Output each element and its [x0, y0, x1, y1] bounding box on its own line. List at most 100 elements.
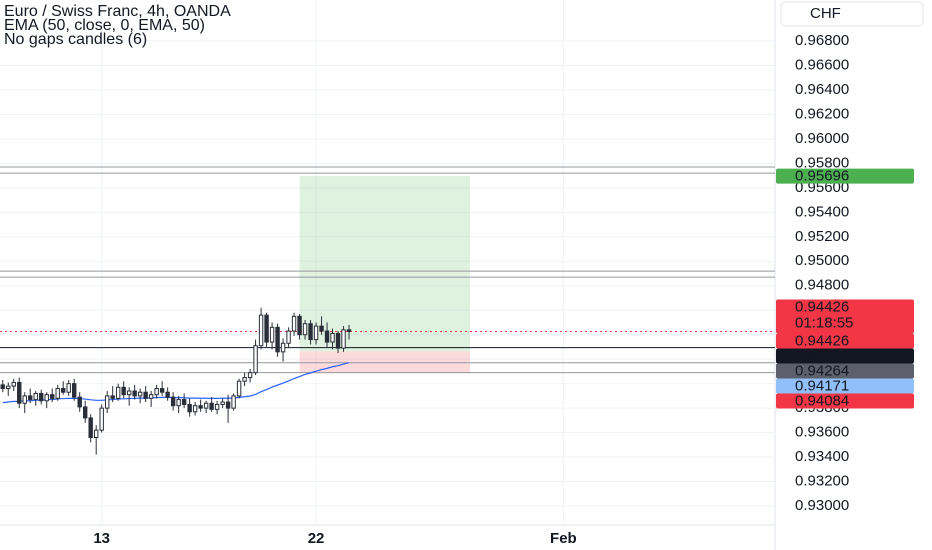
price-badge-label: 0.94426: [795, 332, 849, 349]
price-badge: [776, 299, 914, 334]
candle-body: [247, 372, 253, 379]
price-badge: [776, 363, 914, 379]
candle-body: [302, 323, 308, 336]
y-tick-label: 0.96000: [795, 130, 849, 147]
candle-body: [170, 396, 176, 407]
candle-body: [225, 401, 231, 409]
y-tick-label: 0.95200: [795, 228, 849, 245]
price-badge: [776, 348, 914, 364]
candle-body: [203, 402, 209, 409]
y-tick-label: 0.93200: [795, 473, 849, 490]
candle-body: [319, 325, 324, 332]
candle-body: [55, 388, 60, 399]
price-badge-label: 0.95696: [795, 168, 849, 185]
candle-body: [71, 383, 77, 398]
candle-body: [154, 388, 159, 396]
candle-body: [44, 394, 49, 402]
candle-body: [115, 386, 121, 399]
y-tick-label: 0.95400: [795, 203, 849, 220]
candle-body: [39, 392, 44, 402]
candle-body: [308, 323, 313, 341]
candle-body: [192, 405, 198, 413]
candle-body: [269, 326, 275, 343]
target-zone: [299, 176, 470, 352]
candle-body: [236, 380, 242, 397]
candle-body: [110, 395, 115, 399]
candle-body: [275, 326, 280, 353]
candle-body: [297, 315, 302, 336]
price-badge-label: 0.94171: [795, 377, 849, 394]
candle-body: [291, 315, 297, 332]
price-badge: [776, 378, 914, 394]
candle-body: [198, 405, 203, 409]
y-tick-label: 0.95800: [795, 154, 849, 171]
legend-ema: EMA (50, close, 0, EMA, 50): [4, 17, 205, 34]
x-tick-label: Feb: [550, 530, 577, 547]
candle-body: [242, 377, 247, 382]
candle-body: [231, 395, 236, 409]
legend-indicator: No gaps candles (6): [4, 31, 147, 48]
candle-body: [159, 388, 165, 393]
candle-body: [104, 395, 110, 409]
price-countdown: 01:18:55: [795, 314, 853, 331]
candle-body: [28, 395, 33, 401]
candle-body: [258, 314, 264, 347]
candle-body: [220, 401, 225, 405]
x-tick-label: 22: [308, 530, 325, 547]
y-tick-label: 0.96400: [795, 81, 849, 98]
candle-body: [66, 383, 71, 393]
candle-body: [121, 386, 126, 396]
candle-body: [17, 381, 22, 404]
candle-body: [214, 403, 220, 410]
price-badge: [776, 168, 914, 184]
candle-body: [264, 314, 269, 343]
legend-title: Euro / Swiss Franc, 4h, OANDA: [4, 3, 231, 20]
candle-body: [99, 407, 104, 431]
price-badge-label: 0.94084: [795, 392, 849, 409]
candle-body: [209, 402, 214, 410]
ema-line: [2, 362, 350, 404]
candle-body: [313, 325, 319, 341]
candle-body: [341, 329, 346, 349]
currency-label[interactable]: CHF: [810, 5, 841, 22]
candle-body: [280, 342, 286, 353]
y-tick-label: 0.96200: [795, 105, 849, 122]
plot-area: [0, 0, 775, 525]
price-badge-label: 0.94294: [795, 347, 849, 364]
candle-body: [6, 385, 11, 390]
price-badge: [776, 393, 914, 409]
y-tick-label: 0.93000: [795, 497, 849, 514]
candle-body: [286, 330, 291, 344]
candle-body: [126, 390, 132, 396]
candle-body: [187, 403, 192, 413]
candle-body: [33, 392, 38, 401]
candle-body: [61, 388, 66, 393]
candle-body: [181, 399, 187, 405]
candle-body: [82, 406, 88, 419]
candle-body: [132, 390, 137, 397]
y-tick-label: 0.93600: [795, 424, 849, 441]
candle-body: [88, 417, 93, 439]
candle-body: [11, 381, 16, 387]
candle-body: [22, 395, 27, 404]
candle-body: [253, 345, 258, 374]
x-tick-label: 13: [93, 530, 110, 547]
y-tick-label: 0.96600: [795, 56, 849, 73]
price-badge: [776, 333, 914, 349]
candle-body: [165, 391, 170, 398]
candle-body: [143, 391, 148, 399]
y-tick-label: 0.94800: [795, 277, 849, 294]
candle-body: [335, 332, 341, 349]
candle-body: [77, 396, 82, 408]
y-tick-label: 0.95000: [795, 252, 849, 269]
price-badge-label: 0.94264: [795, 362, 849, 379]
currency-button[interactable]: [780, 1, 924, 27]
y-tick-label: 0.96800: [795, 32, 849, 49]
price-axis-bg: [775, 0, 932, 550]
candle-body: [148, 394, 154, 399]
candle-body: [137, 391, 143, 397]
candle-body: [324, 330, 330, 343]
candle-body: [0, 384, 5, 390]
candle-body: [330, 332, 335, 343]
